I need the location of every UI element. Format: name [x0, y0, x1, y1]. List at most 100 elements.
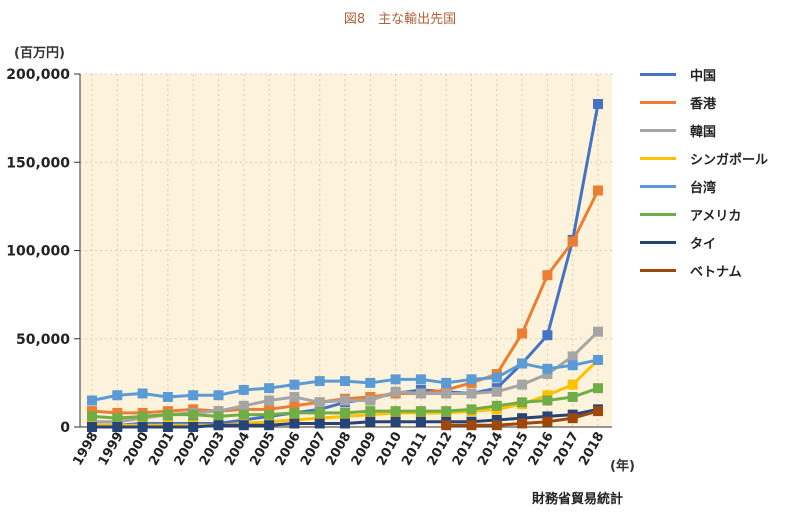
legend-swatch — [640, 100, 676, 104]
data-point — [466, 374, 477, 385]
data-point — [238, 384, 249, 395]
data-point — [289, 400, 300, 411]
chart-title: 図8 主な輸出先国 — [343, 12, 457, 27]
legend-swatch — [640, 268, 676, 272]
data-point — [441, 388, 452, 399]
data-point — [593, 99, 603, 110]
data-point — [415, 416, 426, 427]
data-point — [188, 422, 199, 432]
data-point — [264, 383, 275, 394]
data-point — [340, 418, 350, 429]
data-point — [238, 420, 249, 431]
data-point — [289, 407, 300, 418]
data-point — [542, 369, 553, 380]
legend-item: シンガポール — [640, 144, 768, 172]
data-point — [365, 395, 376, 406]
data-point — [213, 390, 224, 401]
data-point — [137, 388, 148, 399]
data-point — [340, 407, 350, 418]
legend-label: 中国 — [690, 68, 717, 84]
legend-item: 香港 — [640, 88, 768, 116]
legend-item: 韓国 — [640, 116, 768, 144]
data-point — [264, 404, 275, 415]
legend-label: アメリカ — [690, 208, 742, 224]
y-tick-label: 100,000 — [6, 244, 70, 260]
data-point — [238, 400, 249, 411]
legend-swatch — [640, 184, 676, 188]
legend-label: 韓国 — [690, 124, 717, 140]
y-tick-label: 150,000 — [6, 155, 70, 171]
data-point — [517, 413, 528, 424]
y-tick-label: 0 — [60, 420, 70, 436]
data-point — [415, 406, 426, 417]
data-point — [340, 376, 350, 387]
data-point — [542, 363, 553, 374]
data-point — [441, 420, 452, 431]
data-point — [593, 354, 603, 365]
data-point — [491, 420, 502, 431]
data-point — [112, 422, 123, 432]
data-point — [314, 397, 325, 408]
legend-item: タイ — [640, 228, 768, 256]
data-point — [466, 388, 477, 399]
data-point — [567, 360, 578, 371]
data-point — [314, 376, 325, 387]
data-point — [542, 330, 553, 341]
data-point — [466, 420, 477, 431]
data-point — [593, 326, 603, 337]
data-point — [517, 328, 528, 339]
data-point — [517, 397, 528, 408]
data-point — [365, 377, 376, 388]
legend-label: 台湾 — [690, 180, 717, 196]
legend: 中国香港韓国シンガポール 台湾アメリカタイベトナム — [640, 60, 768, 284]
data-point — [137, 422, 148, 432]
data-point — [542, 270, 553, 281]
legend-label: シンガポール — [690, 152, 769, 168]
x-tick-label: 2018 — [576, 430, 607, 469]
data-point — [289, 418, 300, 429]
data-point — [491, 386, 502, 397]
data-point — [162, 391, 173, 402]
data-point — [289, 379, 300, 390]
data-point — [314, 407, 325, 418]
y-tick-label: 50,000 — [16, 332, 70, 348]
data-point — [162, 409, 173, 420]
data-point — [264, 420, 275, 431]
data-point — [238, 409, 249, 420]
data-point — [390, 416, 401, 427]
legend-swatch — [640, 240, 676, 244]
data-point — [567, 413, 578, 424]
data-point — [213, 411, 224, 422]
legend-item: アメリカ — [640, 200, 768, 228]
data-point — [517, 418, 528, 429]
data-point — [542, 390, 553, 401]
data-point — [87, 422, 97, 432]
data-point — [365, 406, 376, 417]
x-axis-unit: (年) — [610, 459, 635, 474]
legend-swatch — [640, 212, 676, 216]
data-point — [390, 374, 401, 385]
legend-swatch — [640, 156, 676, 160]
data-point — [567, 351, 578, 362]
data-point — [87, 411, 97, 422]
data-point — [213, 406, 224, 417]
legend-item: 台湾 — [640, 172, 768, 200]
data-point — [567, 391, 578, 402]
data-point — [264, 395, 275, 406]
data-point — [162, 422, 173, 432]
data-point — [87, 406, 97, 417]
data-point — [567, 379, 578, 390]
data-point — [314, 418, 325, 429]
data-point — [415, 374, 426, 385]
data-point — [441, 377, 452, 388]
data-point — [466, 404, 477, 415]
data-point — [213, 420, 224, 431]
data-point — [441, 406, 452, 417]
data-point — [491, 414, 502, 425]
data-point — [593, 383, 603, 394]
data-point — [567, 236, 578, 247]
legend-label: ベトナム — [690, 264, 742, 280]
legend-item: ベトナム — [640, 256, 768, 284]
